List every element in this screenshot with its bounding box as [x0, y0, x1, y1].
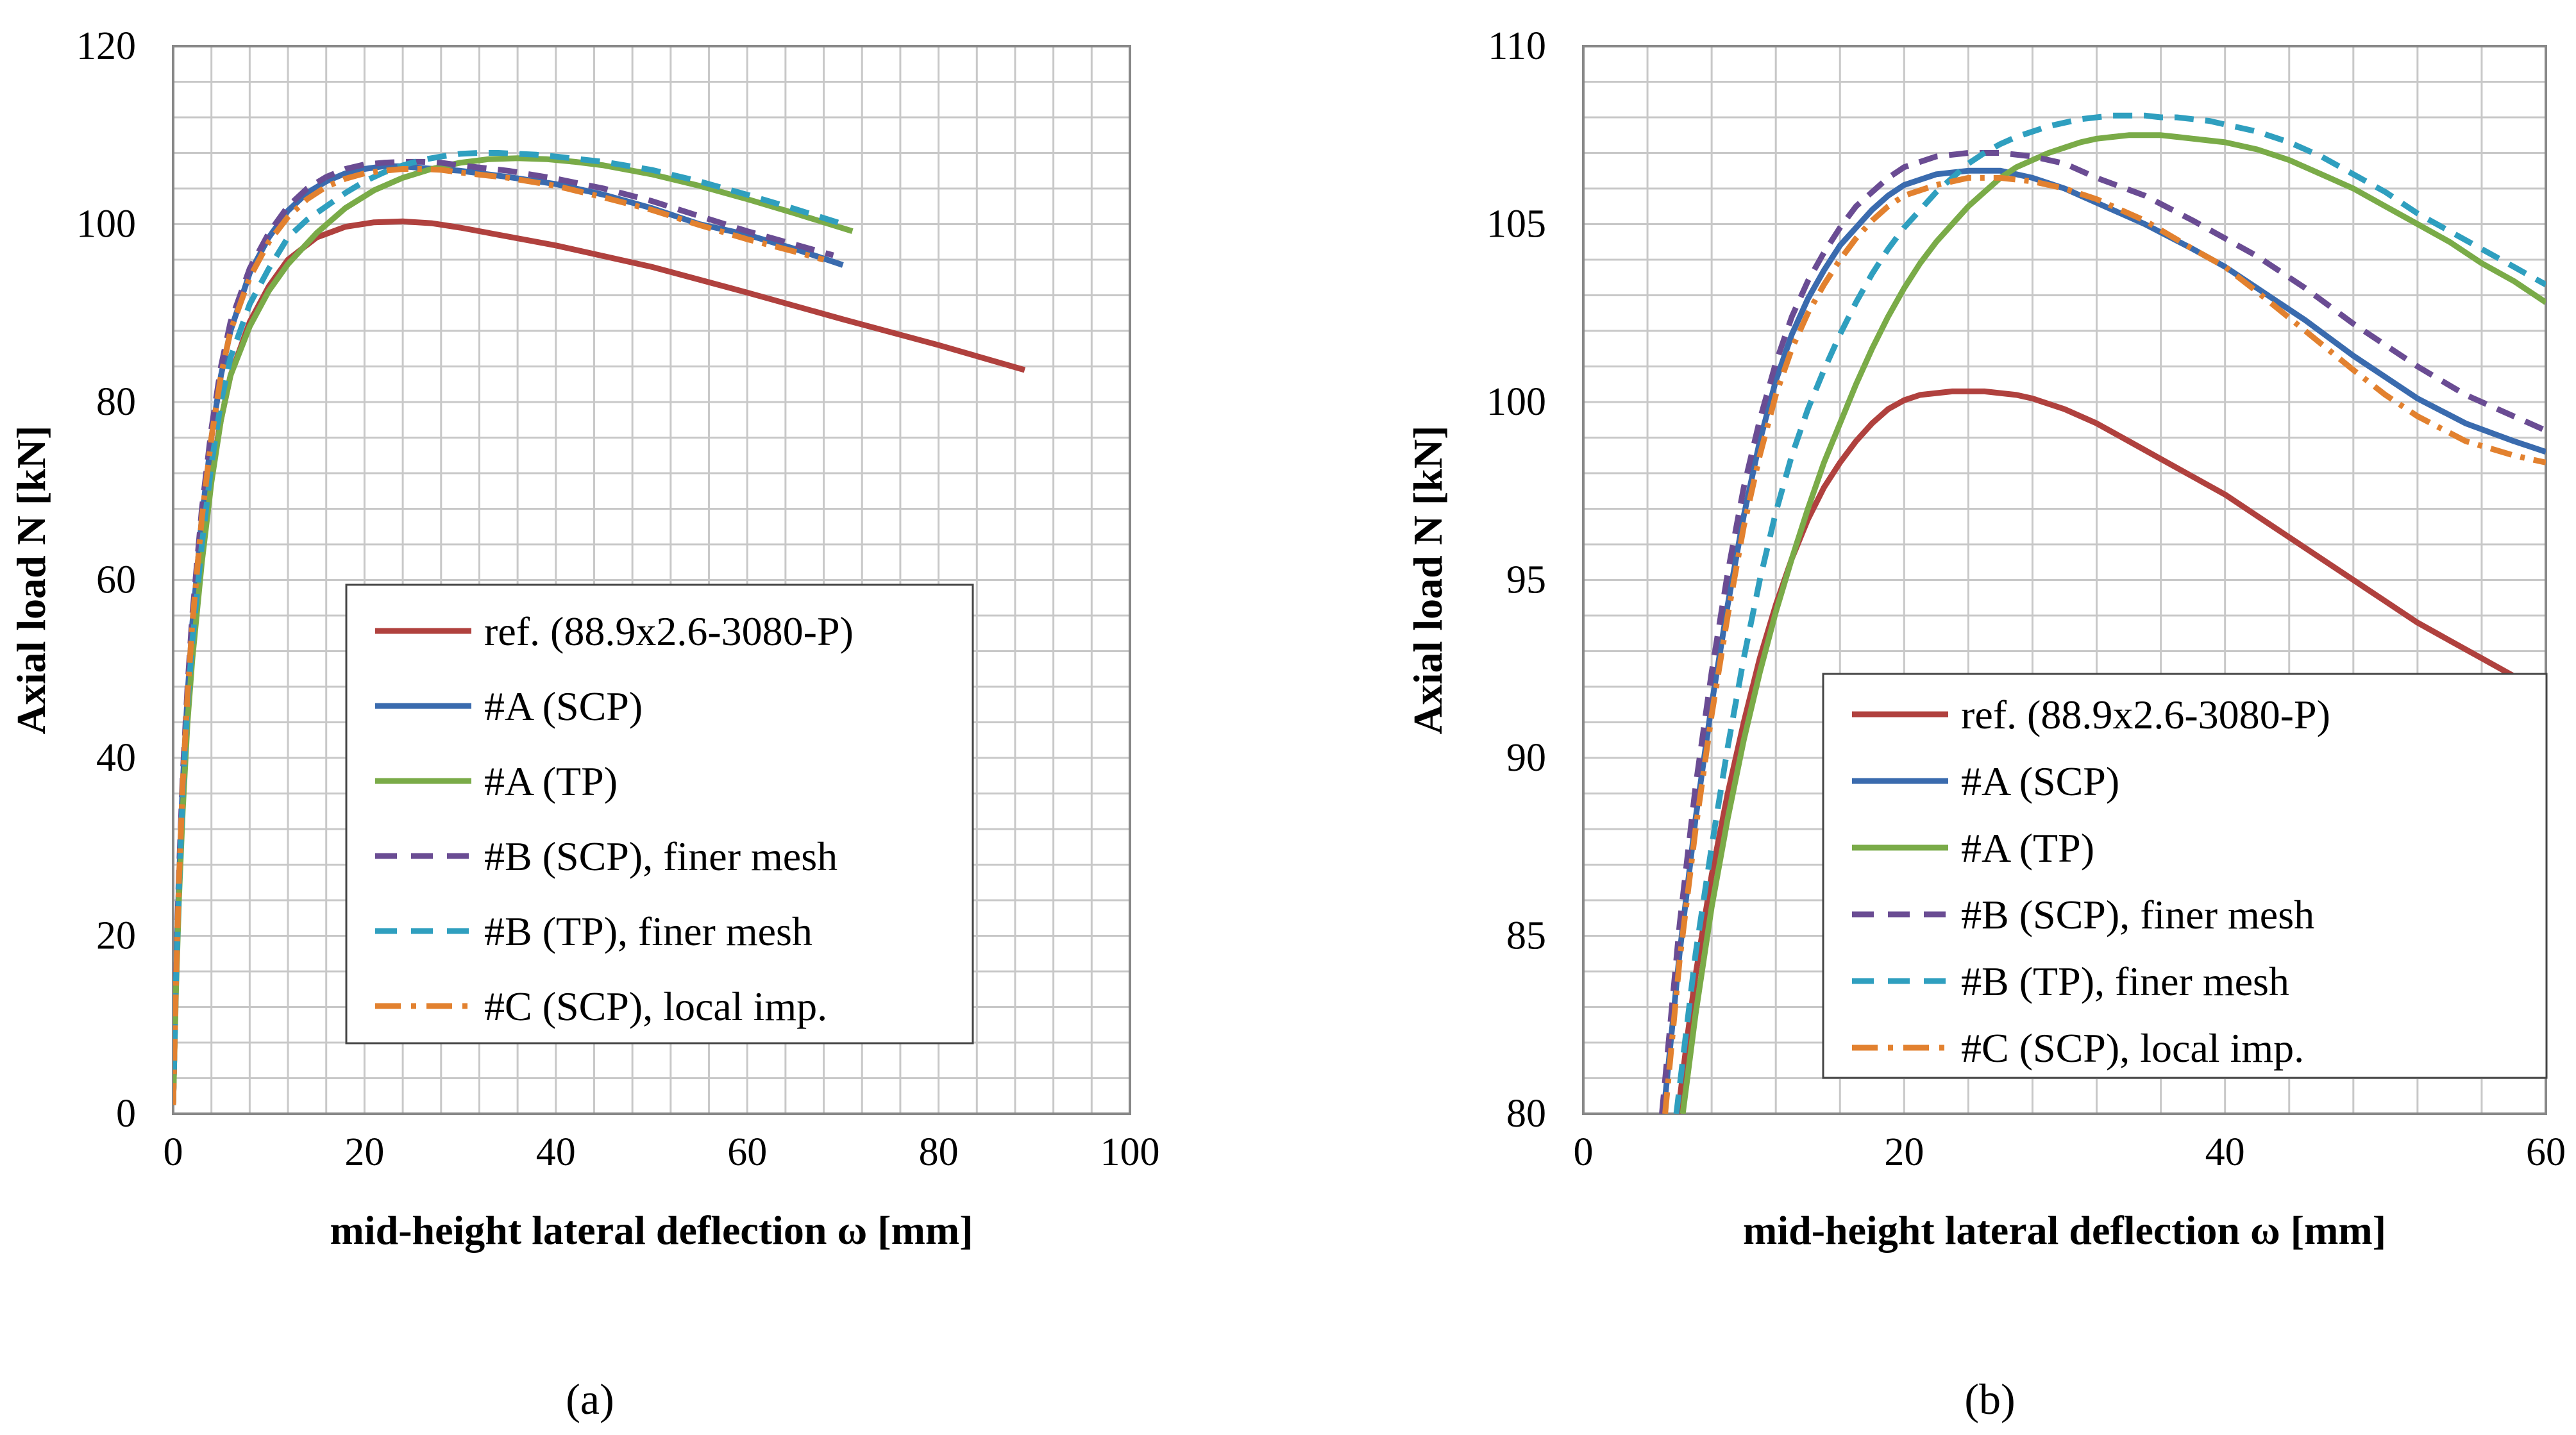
legend-label: #A (TP)	[1961, 825, 2094, 871]
x-tick-label: 40	[536, 1130, 576, 1174]
y-tick-label: 100	[1486, 380, 1546, 424]
y-tick-label: 100	[76, 203, 136, 246]
y-tick-label: 110	[1488, 24, 1546, 68]
legend-label: ref. (88.9x2.6-3080-P)	[484, 608, 854, 654]
y-tick-label: 20	[96, 914, 136, 958]
y-tick-label: 90	[1506, 736, 1546, 780]
series-group	[1659, 112, 2546, 1114]
legend-label: ref. (88.9x2.6-3080-P)	[1961, 692, 2330, 737]
series-line-a-tp	[173, 155, 854, 1105]
series-group	[173, 150, 1026, 1105]
x-tick-label: 20	[344, 1130, 384, 1174]
legend-label: #C (SCP), local imp.	[1961, 1025, 2304, 1071]
y-tick-label: 85	[1506, 914, 1546, 958]
x-tick-label: 40	[2205, 1130, 2245, 1174]
legend-label: #B (TP), finer mesh	[1961, 959, 2289, 1004]
y-tick-label: 80	[96, 380, 136, 424]
x-axis-label: mid-height lateral deflection ω [mm]	[330, 1207, 973, 1253]
x-tick-label: 80	[919, 1130, 959, 1174]
x-tick-label: 0	[1574, 1130, 1594, 1174]
series-line-c-scp	[173, 166, 825, 1105]
x-tick-label: 0	[164, 1130, 183, 1174]
panel-label-a: (a)	[566, 1375, 614, 1423]
x-tick-label: 20	[1884, 1130, 1924, 1174]
legend: ref. (88.9x2.6-3080-P) #A (SCP) #A (TP) #B …	[345, 583, 974, 1045]
series-line-b-scp	[1659, 150, 2546, 1114]
x-tick-label: 60	[727, 1130, 767, 1174]
legend-label: #B (TP), finer mesh	[484, 909, 812, 954]
plot-frame	[172, 45, 1131, 1115]
y-tick-label: 0	[116, 1092, 136, 1136]
y-tick-label: 95	[1506, 558, 1546, 602]
legend-label: #A (SCP)	[1961, 759, 2119, 804]
legend: ref. (88.9x2.6-3080-P) #A (SCP) #A (TP) #B …	[1822, 673, 2548, 1079]
y-tick-label: 120	[76, 24, 136, 68]
series-line-a-tp	[1679, 132, 2546, 1114]
legend-box	[1822, 673, 2548, 1079]
y-tick-label: 105	[1486, 203, 1546, 246]
legend-label: #B (SCP), finer mesh	[1961, 892, 2314, 937]
chart-panel-b: 0 20 40 60 80 85 90 95 100 105 110 mid-height later…	[1405, 24, 2566, 1253]
legend-label: #A (TP)	[484, 759, 618, 804]
y-axis-label: Axial load N [kN]	[8, 426, 54, 735]
chart-panel-a: 0 20 40 60 80 100 0 20 40 60 80 100 120 mid-height la…	[8, 24, 1160, 1253]
plot-frame	[1582, 45, 2547, 1115]
legend-label: #B (SCP), finer mesh	[484, 834, 838, 879]
x-axis-label: mid-height lateral deflection ω [mm]	[1743, 1207, 2386, 1253]
y-tick-label: 60	[96, 558, 136, 602]
legend-label: #C (SCP), local imp.	[484, 984, 827, 1029]
series-line-b-tp	[1673, 112, 2546, 1114]
y-axis-label: Axial load N [kN]	[1405, 426, 1451, 735]
legend-box	[345, 583, 974, 1045]
panel-label-b: (b)	[1964, 1375, 2015, 1423]
y-tick-label: 40	[96, 736, 136, 780]
x-tick-label: 60	[2526, 1130, 2566, 1174]
y-tick-label: 80	[1506, 1092, 1546, 1136]
legend-label: #A (SCP)	[484, 684, 643, 729]
x-tick-label: 100	[1100, 1130, 1160, 1174]
